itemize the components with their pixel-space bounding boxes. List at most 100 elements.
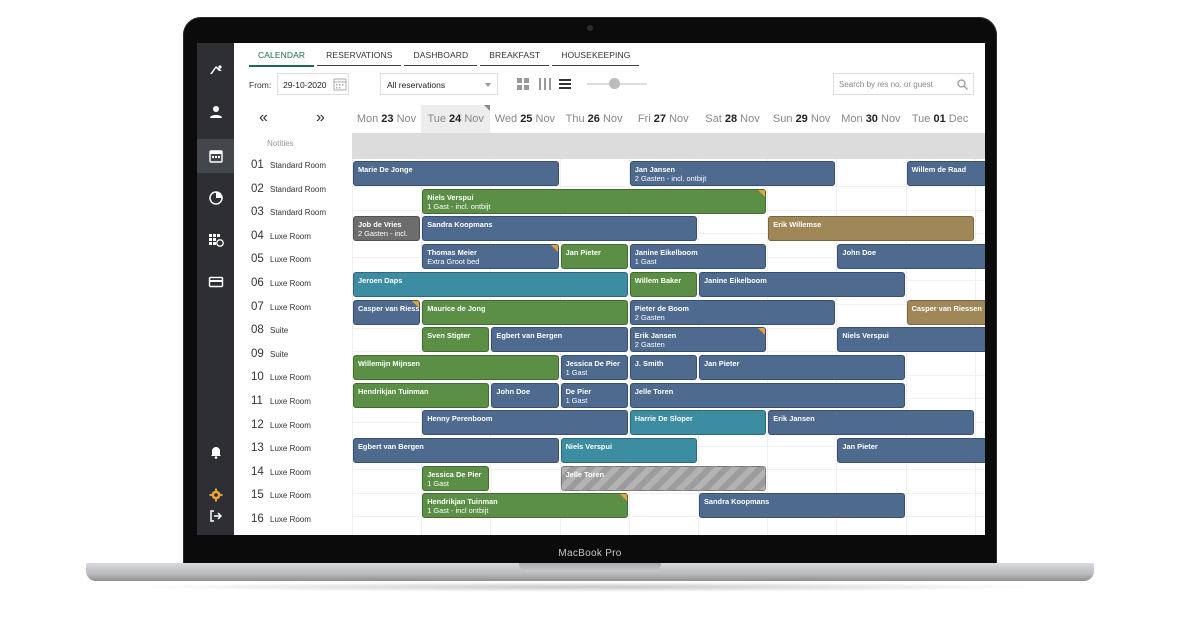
tab-housekeeping[interactable]: HOUSEKEEPING <box>552 43 640 66</box>
next-week-button[interactable]: » <box>316 109 325 126</box>
room-row[interactable]: 04 Luxe Room <box>249 226 349 250</box>
reservation-block[interactable]: Erik Willemse <box>768 216 974 242</box>
day-header[interactable]: Wed 25 Nov <box>490 105 559 133</box>
room-row[interactable]: 05 Luxe Room <box>249 249 349 273</box>
reservation-block[interactable]: Casper van Riessen <box>906 299 985 325</box>
day-header[interactable]: Tue 24 Nov <box>421 105 491 133</box>
reservation-block[interactable]: Willemijn Mijnsen <box>353 354 559 380</box>
reservation-block[interactable]: John Doe <box>491 382 559 408</box>
day-of-week: Sat <box>705 113 725 125</box>
reservation-details: 1 Gast <box>565 395 588 405</box>
reservation-block[interactable]: Harrie De Sloper <box>629 410 767 436</box>
reservation-block[interactable]: De Pier 1 Gast <box>560 382 628 408</box>
user-icon[interactable] <box>197 95 234 129</box>
reservation-block[interactable]: J. Smith <box>629 354 697 380</box>
reservation-block[interactable]: Henny Perenboom <box>422 410 628 436</box>
room-row[interactable]: 16 Luxe Room <box>249 509 349 533</box>
day-header[interactable]: Sun 29 Nov <box>767 105 836 133</box>
reservation-block[interactable]: Job de Vries 2 Gasten - incl. <box>353 216 421 242</box>
reservation-block[interactable]: Marie De Jonge <box>353 161 559 186</box>
room-row[interactable]: 10 Luxe Room <box>249 367 349 391</box>
grid-calendar-icon[interactable] <box>197 223 234 257</box>
reservation-block[interactable]: Jessica De Pier 1 Gast <box>422 465 490 491</box>
room-number: 07 <box>251 300 264 313</box>
reservation-block[interactable]: Thomas Meier Extra Groot bed <box>422 244 559 270</box>
guest-name: Erik Willemse <box>773 220 822 230</box>
list-view-icon[interactable] <box>559 78 571 90</box>
room-row[interactable]: 06 Luxe Room <box>249 273 349 297</box>
reservation-block[interactable]: Niels Verspui <box>560 438 697 463</box>
reservation-block[interactable]: Niels Verspui 1 Gast - incl. ontbijt <box>422 188 767 214</box>
day-header[interactable]: Fri 27 Nov <box>629 105 698 133</box>
reservation-block[interactable]: Sandra Koopmans <box>699 493 905 519</box>
reservation-block[interactable]: Casper van Riessen <box>353 299 421 325</box>
date-picker-icon[interactable] <box>333 77 347 91</box>
chart-pie-icon[interactable] <box>197 181 234 215</box>
reservation-block[interactable]: Jelle Toren <box>629 382 905 408</box>
gear-icon[interactable] <box>197 478 234 512</box>
day-header[interactable]: Thu 26 Nov <box>560 105 629 133</box>
reservation-block[interactable]: Willem Baker <box>629 271 697 297</box>
reservation-block[interactable]: Jan Pieter <box>699 354 905 380</box>
reservation-block[interactable]: Sven Stigter <box>422 327 490 353</box>
room-row[interactable]: 15 Luxe Room <box>249 485 349 509</box>
logout-icon[interactable] <box>197 499 234 533</box>
room-row[interactable]: 02 Standard Room <box>249 179 349 203</box>
room-row[interactable]: 07 Luxe Room <box>249 297 349 321</box>
reservation-block[interactable]: Maurice de Jong <box>422 299 628 325</box>
room-row[interactable]: 01 Standard Room <box>249 155 349 179</box>
zoom-slider-handle[interactable] <box>609 78 620 89</box>
reservation-block[interactable]: Erik Jansen 2 Gasten <box>629 327 767 353</box>
reservation-block[interactable]: Egbert van Bergen <box>491 327 628 353</box>
search-input[interactable]: Search by res no. or guest <box>833 73 974 95</box>
reservation-block[interactable]: Jan Jansen 2 Gasten - incl. ontbijt <box>629 161 836 186</box>
reservation-block[interactable]: Janine Eikelboom 1 Gast <box>629 244 767 270</box>
reservation-block[interactable]: Willem de Raad <box>906 161 985 186</box>
reservation-block[interactable]: Jeroen Daps <box>353 271 628 297</box>
reservation-block[interactable]: John Doe <box>837 244 985 270</box>
room-row[interactable]: 13 Luxe Room <box>249 438 349 462</box>
tab-dashboard[interactable]: DASHBOARD <box>404 43 478 66</box>
bell-icon[interactable] <box>197 435 234 469</box>
room-row[interactable]: 12 Luxe Room <box>249 415 349 439</box>
tab-reservations[interactable]: RESERVATIONS <box>317 43 402 66</box>
room-row[interactable]: 08 Suite <box>249 320 349 344</box>
notes-row[interactable] <box>352 133 985 159</box>
tab-calendar[interactable]: CALENDAR <box>249 43 315 67</box>
day-header[interactable]: Mon 23 Nov <box>352 105 421 133</box>
reservation-block[interactable]: Hendrikjan Tuinman <box>353 382 490 408</box>
reservation-block[interactable]: Janine Eikelboom <box>699 271 905 297</box>
logo-icon[interactable] <box>197 53 234 87</box>
reservation-filter-select[interactable]: All reservations <box>380 73 498 95</box>
room-row[interactable]: 09 Suite <box>249 344 349 368</box>
reservation-block[interactable]: Jan Pieter <box>837 438 985 463</box>
column-divider <box>767 159 769 535</box>
day-month: Nov <box>737 113 760 125</box>
reservation-block[interactable]: Niels Verspui <box>837 327 985 353</box>
day-header[interactable]: W <box>975 105 985 133</box>
reservation-block[interactable]: Egbert van Bergen <box>353 438 559 463</box>
guest-name: Janine Eikelboom <box>704 275 767 285</box>
note-flag-icon <box>758 189 766 197</box>
calendar-icon[interactable] <box>197 139 234 173</box>
reservation-block[interactable]: Hendrikjan Tuinman 1 Gast - incl ontbijt <box>422 493 628 519</box>
room-row[interactable]: 03 Standard Room <box>249 202 349 226</box>
room-row[interactable]: 14 Luxe Room <box>249 462 349 486</box>
previous-week-button[interactable]: « <box>259 109 268 126</box>
room-type: Standard Room <box>270 208 327 218</box>
reservation-block[interactable]: Pieter de Boom 2 Gasten <box>629 299 836 325</box>
day-header[interactable]: Tue 01 Dec <box>906 105 975 133</box>
column-view-icon[interactable] <box>539 78 551 90</box>
grid-view-icon[interactable] <box>517 78 529 90</box>
reservation-block[interactable]: Sandra Koopmans <box>422 216 697 242</box>
room-row[interactable]: 11 Luxe Room <box>249 391 349 415</box>
day-header[interactable]: Mon 30 Nov <box>836 105 905 133</box>
tab-breakfast[interactable]: BREAKFAST <box>480 43 550 66</box>
reservation-block[interactable]: Erik Jansen <box>768 410 974 436</box>
credit-card-icon[interactable] <box>197 265 234 299</box>
from-date-input[interactable]: 29-10-2020 <box>277 73 349 95</box>
reservation-block[interactable]: Jan Pieter <box>560 244 628 270</box>
reservation-block[interactable]: Jelle Toren <box>560 465 767 491</box>
day-header[interactable]: Sat 28 Nov <box>698 105 767 133</box>
reservation-block[interactable]: Jessica De Pier 1 Gast <box>560 354 628 380</box>
